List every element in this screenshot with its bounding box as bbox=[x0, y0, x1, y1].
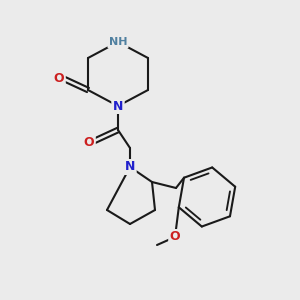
Text: O: O bbox=[54, 71, 64, 85]
Text: O: O bbox=[84, 136, 94, 148]
Text: N: N bbox=[113, 100, 123, 112]
Text: N: N bbox=[125, 160, 135, 173]
Text: NH: NH bbox=[109, 37, 127, 47]
Text: O: O bbox=[170, 230, 180, 244]
